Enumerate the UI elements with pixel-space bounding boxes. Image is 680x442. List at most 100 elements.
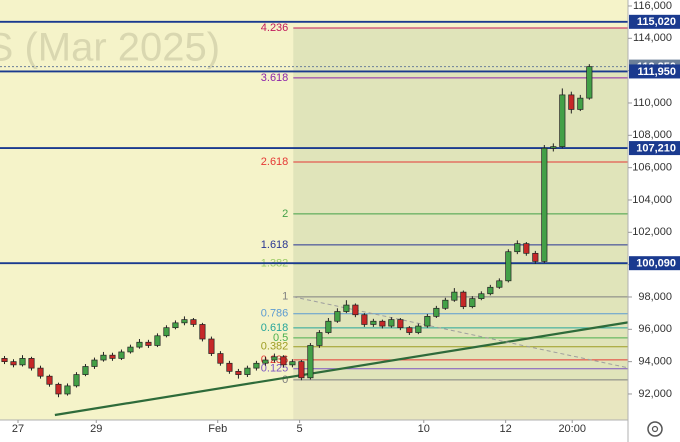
candle-body (226, 362, 233, 372)
candle-body (424, 316, 431, 327)
candle-body (460, 291, 467, 308)
candle-body (397, 319, 404, 329)
x-tick-label: 29 (90, 423, 102, 435)
candle-body (271, 356, 278, 361)
candle-body (532, 252, 539, 262)
candle-body (199, 324, 206, 340)
price-tag (629, 14, 680, 29)
candle-body (370, 320, 377, 325)
candle-body (415, 325, 422, 333)
fib-label: 0.125 (261, 363, 289, 375)
candle-body (496, 280, 503, 288)
candle-body (550, 146, 557, 149)
candle-body (379, 320, 386, 327)
settings-icon[interactable] (647, 421, 663, 437)
x-tick-label: 10 (418, 423, 430, 435)
settings-icon-center[interactable] (651, 425, 659, 433)
candle-body (37, 367, 44, 377)
candle-body (82, 366, 89, 375)
price-tag-label: 100,090 (636, 258, 676, 270)
price-tag (629, 64, 680, 79)
fib-label: 0 (282, 374, 288, 386)
settings-button[interactable] (647, 421, 663, 437)
y-tick-label: 102,000 (632, 226, 672, 238)
fib-zone (293, 27, 628, 380)
candle-body (55, 383, 62, 395)
candle-body (469, 298, 476, 308)
candle-body (262, 359, 269, 364)
x-tick-label: 27 (12, 423, 24, 435)
y-tick-label: 108,000 (632, 129, 672, 141)
candle-body (235, 370, 242, 375)
candle-body (478, 293, 485, 299)
candle-body (172, 322, 179, 329)
candle-body (244, 367, 251, 375)
watermark: ES (Mar 2025) (0, 26, 220, 70)
candle-body (586, 66, 593, 99)
candle-body (127, 346, 134, 353)
y-tick-label: 92,000 (638, 388, 672, 400)
candle-body (10, 361, 17, 366)
fib-label: 0.618 (261, 322, 289, 334)
candle-body (433, 307, 440, 317)
candle-body (154, 335, 161, 346)
fib-label: 4.236 (261, 22, 289, 34)
x-tick-label: 5 (297, 423, 303, 435)
plot-background (0, 0, 628, 420)
candle-body (145, 341, 152, 346)
price-tag (629, 256, 680, 271)
candle-body (388, 319, 395, 327)
y-tick-label: 110,000 (633, 97, 672, 109)
candle-body (451, 291, 458, 301)
fib-label: 0.382 (261, 341, 289, 353)
candle-body (352, 304, 359, 316)
y-tick-label: 98,000 (638, 291, 672, 303)
x-tick-label: Feb (208, 423, 227, 435)
candle-body (541, 147, 548, 262)
candle-body (91, 359, 98, 367)
candle-body (514, 243, 521, 253)
candle-body (325, 320, 332, 333)
fib-label: 3.618 (261, 72, 289, 84)
price-tag (629, 141, 680, 156)
fib-label: 2 (282, 208, 288, 220)
candle-body (163, 327, 170, 337)
candle-body (577, 97, 584, 110)
candle-body (343, 304, 350, 312)
candle-body (505, 251, 512, 282)
candle-body (559, 94, 566, 147)
fib-label: 1.618 (261, 239, 289, 251)
candle-body (208, 338, 215, 354)
fib-zone-low (293, 379, 628, 420)
candle-body (406, 327, 413, 333)
candle-body (1, 358, 8, 362)
candle-body (316, 332, 323, 346)
candle-body (298, 361, 305, 379)
time-axis (0, 420, 628, 442)
fib-label: 1 (282, 291, 288, 303)
candle-body (100, 354, 107, 361)
y-tick-label: 106,000 (632, 162, 672, 174)
fib-label: 0.5 (273, 332, 288, 344)
candle-body (289, 361, 296, 366)
candle-body (46, 375, 53, 385)
trendline (54, 321, 629, 417)
candle-body (253, 362, 260, 369)
candle-body (217, 353, 224, 364)
candle-body (280, 356, 287, 366)
y-tick-label: 96,000 (638, 323, 672, 335)
candle-body (109, 354, 116, 359)
y-tick-label: 94,000 (638, 356, 672, 368)
candle-body (118, 351, 125, 359)
fib-label: 2.618 (261, 156, 289, 168)
candle-body (19, 358, 26, 366)
candle-body (334, 311, 341, 322)
candle-body (64, 385, 71, 395)
x-tick-label: 20:00 (558, 423, 586, 435)
candle-body (307, 345, 314, 379)
candle-body (190, 319, 197, 325)
y-tick-label: 114,000 (633, 32, 672, 44)
candle-body (442, 299, 449, 309)
candle-body (73, 374, 80, 387)
